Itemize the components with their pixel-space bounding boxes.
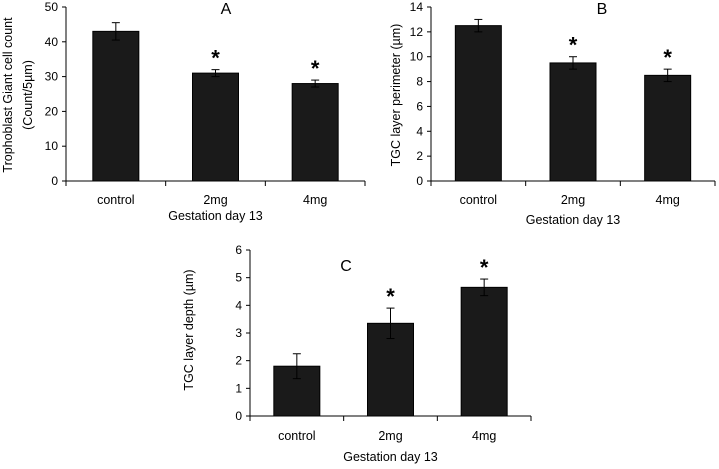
y-tick-label: 2 xyxy=(235,354,242,368)
bar-2mg xyxy=(549,62,597,182)
y-tick-label: 8 xyxy=(416,75,423,89)
x-category-label: 4mg xyxy=(656,193,680,207)
significance-marker: * xyxy=(480,255,489,280)
bar-control xyxy=(454,25,502,182)
y-axis-title: TGC layer perimeter (µm) xyxy=(389,24,403,167)
y-tick-label: 0 xyxy=(235,409,242,423)
y-axis-title: (Count/5µm) xyxy=(21,60,35,130)
significance-marker: * xyxy=(663,45,672,70)
x-category-label: 2mg xyxy=(561,193,585,207)
y-tick-label: 10 xyxy=(410,50,424,64)
x-category-label: 2mg xyxy=(203,193,227,207)
significance-marker: * xyxy=(311,56,320,81)
y-tick-label: 3 xyxy=(235,326,242,340)
x-axis-title: Gestation day 13 xyxy=(343,450,438,464)
significance-marker: * xyxy=(569,33,578,58)
x-category-label: control xyxy=(460,193,498,207)
x-category-label: control xyxy=(97,193,135,207)
significance-marker: * xyxy=(211,46,220,71)
y-tick-label: 2 xyxy=(416,149,423,163)
bar-2mg xyxy=(192,72,239,182)
x-category-label: control xyxy=(278,429,316,443)
y-tick-label: 5 xyxy=(235,271,242,285)
bar-4mg xyxy=(644,74,692,182)
chart-panel-b: 0 2 4 6 8 10 12 14 control * 2mg * 4mg Gestation day … xyxy=(389,0,716,227)
bar-4mg xyxy=(291,83,339,182)
significance-marker: * xyxy=(386,284,395,309)
chart-panel-a: 0 10 20 30 40 50 control * 2mg * 4mg Gestation day … xyxy=(1,0,366,223)
y-tick-label: 4 xyxy=(235,298,242,312)
y-tick-label: 6 xyxy=(235,243,242,257)
y-tick-label: 0 xyxy=(51,174,58,188)
y-axis-title: Trophoblast Giant cell count xyxy=(1,17,15,173)
bar-control xyxy=(92,30,140,182)
bar-4mg xyxy=(460,286,508,417)
panel-label: C xyxy=(340,258,352,275)
x-axis-title: Gestation day 13 xyxy=(526,213,621,227)
x-category-label: 2mg xyxy=(378,429,402,443)
y-tick-label: 10 xyxy=(45,139,59,153)
y-tick-label: 12 xyxy=(410,25,424,39)
panel-label: B xyxy=(597,1,608,18)
y-tick-label: 6 xyxy=(416,99,423,113)
panel-label: A xyxy=(221,1,232,18)
y-tick-label: 1 xyxy=(235,381,242,395)
y-tick-label: 40 xyxy=(45,35,59,49)
x-axis-title: Gestation day 13 xyxy=(168,209,263,223)
y-tick-label: 0 xyxy=(416,174,423,188)
y-tick-label: 20 xyxy=(45,104,59,118)
y-axis-title: TGC layer depth (µm) xyxy=(182,269,196,390)
chart-panel-c: 0 1 2 3 4 5 6 control * 2mg * 4mg Gestation day 13 TG… xyxy=(182,243,532,464)
y-tick-label: 4 xyxy=(416,124,423,138)
x-category-label: 4mg xyxy=(472,429,496,443)
y-tick-label: 14 xyxy=(410,0,424,14)
y-tick-label: 30 xyxy=(45,70,59,84)
x-category-label: 4mg xyxy=(303,193,327,207)
y-tick-label: 50 xyxy=(45,0,59,14)
